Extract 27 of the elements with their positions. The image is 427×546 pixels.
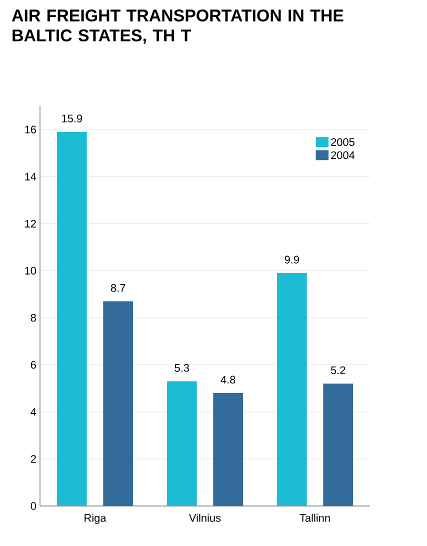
x-tick-label: Tallinn [300, 514, 330, 522]
y-tick-label: 2 [30, 455, 36, 463]
data-label: 5.3 [174, 364, 190, 372]
y-tick-label: 10 [25, 266, 36, 275]
chart-title: AIR FREIGHT TRANSPORTATION IN THE BALTIC STATES, TH T [12, 10, 344, 44]
legend-label: 2005 [331, 138, 354, 146]
data-label: 5.2 [330, 366, 346, 374]
data-label: 9.9 [284, 256, 299, 264]
bar [166, 381, 197, 506]
y-tick-label: 6 [30, 360, 36, 369]
data-label: 8.7 [110, 284, 126, 292]
x-tick-label: Vilnius [189, 514, 221, 522]
y-tick-label: 16 [25, 126, 36, 134]
y-tick-label: 4 [30, 408, 36, 416]
bar [213, 393, 244, 506]
x-tick-label: Riga [84, 514, 106, 524]
y-tick-label: 14 [25, 172, 36, 180]
y-tick-label: 12 [25, 220, 36, 228]
data-label: 4.8 [220, 376, 236, 384]
legend-label: 2004 [331, 151, 355, 160]
bar [276, 273, 307, 506]
y-tick-label: 0 [30, 502, 36, 510]
bar [103, 301, 134, 506]
bar [323, 384, 354, 506]
bar [56, 132, 87, 506]
data-label: 15.9 [62, 114, 82, 122]
y-tick-label: 8 [30, 314, 36, 322]
